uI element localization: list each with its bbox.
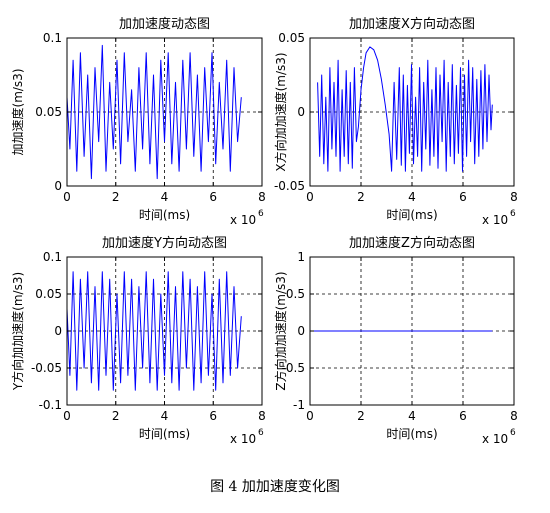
x-tick-label: 8: [258, 409, 266, 423]
y-tick-label: 1: [297, 250, 305, 264]
chart-title: 加加速度动态图: [119, 16, 210, 32]
x-tick-label: 8: [510, 190, 518, 204]
x-tick-label: 4: [161, 190, 169, 204]
y-tick-label: 0: [297, 105, 305, 119]
y-axis-label: Y方向加加速度(m/s3): [10, 272, 25, 391]
x-tick-label: 6: [209, 409, 217, 423]
x-axis-exponent: 6: [258, 209, 264, 219]
x-tick-label: 4: [408, 190, 416, 204]
chart-title: 加加速度Z方向动态图: [349, 235, 475, 251]
y-tick-label: 0.1: [43, 250, 62, 264]
x-axis-exponent: 6: [510, 428, 516, 438]
x-tick-label: 8: [510, 409, 518, 423]
x-tick-label: 2: [112, 190, 120, 204]
x-tick-label: 2: [112, 409, 120, 423]
x-tick-label: 6: [209, 190, 217, 204]
y-axis-label: Z方向加加速度(m/s3): [273, 271, 288, 390]
series-line: [66, 44, 242, 180]
y-tick-label: 0.1: [43, 31, 62, 45]
x-tick-label: 4: [161, 409, 169, 423]
y-tick-label: 0.05: [35, 105, 62, 119]
y-tick-label: 0: [54, 179, 62, 193]
x-tick-label: 0: [306, 190, 314, 204]
figure-caption: 图 4 加加速度变化图: [210, 479, 340, 495]
x-axis-multiplier: x 10: [482, 432, 508, 446]
x-axis-multiplier: x 10: [482, 213, 508, 227]
x-axis-multiplier: x 10: [230, 213, 256, 227]
series-line: [66, 271, 242, 391]
x-axis-label: 时间(ms): [139, 427, 190, 441]
y-tick-label: -0.05: [31, 361, 62, 375]
x-tick-label: 2: [357, 190, 365, 204]
chart-title: 加加速度X方向动态图: [349, 16, 475, 32]
x-tick-label: 0: [306, 409, 314, 423]
x-tick-label: 6: [459, 409, 467, 423]
x-tick-label: 0: [63, 409, 71, 423]
y-tick-label: 0.5: [286, 287, 305, 301]
x-axis-exponent: 6: [258, 428, 264, 438]
x-tick-label: 2: [357, 409, 365, 423]
x-axis-label: 时间(ms): [386, 427, 437, 441]
y-tick-label: -0.5: [282, 361, 305, 375]
y-tick-label: 0.05: [35, 287, 62, 301]
x-tick-label: 8: [258, 190, 266, 204]
x-axis-label: 时间(ms): [139, 208, 190, 222]
y-tick-label: 0.05: [278, 31, 305, 45]
y-axis-label: X方向加加速度(m/s3): [273, 52, 288, 171]
y-tick-label: 0: [297, 324, 305, 338]
y-tick-label: -0.1: [39, 398, 62, 412]
y-tick-label: -0.05: [274, 179, 305, 193]
x-tick-label: 4: [408, 409, 416, 423]
y-tick-label: 0: [54, 324, 62, 338]
x-axis-multiplier: x 10: [230, 432, 256, 446]
series-line: [317, 46, 493, 172]
y-axis-label: 加加速度(m/s3): [10, 69, 25, 156]
x-tick-label: 6: [459, 190, 467, 204]
x-axis-label: 时间(ms): [386, 208, 437, 222]
chart-title: 加加速度Y方向动态图: [102, 235, 227, 251]
y-tick-label: -1: [293, 398, 305, 412]
x-axis-exponent: 6: [510, 209, 516, 219]
x-tick-label: 0: [63, 190, 71, 204]
